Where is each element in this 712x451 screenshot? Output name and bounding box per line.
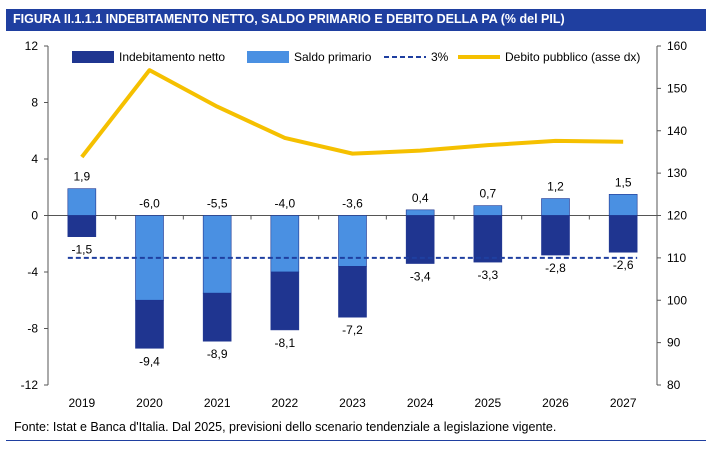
right-tick-label: 120 <box>667 209 687 223</box>
legend-label-3-percent: 3% <box>431 50 449 64</box>
label-indebitamento-netto: -2,8 <box>545 261 566 275</box>
label-saldo-primario: 1,2 <box>547 180 564 194</box>
x-tick-label: 2019 <box>68 396 95 410</box>
label-saldo-primario: -3,6 <box>342 197 363 211</box>
legend-label-debito: Debito pubblico (asse dx) <box>505 50 640 64</box>
x-tick-label: 2026 <box>542 396 569 410</box>
bar-saldo-primario <box>67 188 97 216</box>
label-saldo-primario: 1,5 <box>615 175 632 189</box>
right-tick-label: 160 <box>667 39 687 53</box>
label-saldo-primario: -6,0 <box>139 197 160 211</box>
right-tick-label: 150 <box>667 81 687 95</box>
legend-swatch-indebitamento <box>72 51 114 63</box>
bar-indebitamento-netto <box>202 292 232 342</box>
legend-swatch-saldo <box>247 51 289 63</box>
bar-saldo-primario <box>405 209 435 216</box>
bar-indebitamento-netto <box>135 299 164 349</box>
left-tick-label: 8 <box>31 96 38 110</box>
left-tick-label: -12 <box>21 378 39 392</box>
right-tick-label: 130 <box>667 166 687 180</box>
x-tick-label: 2027 <box>610 396 637 410</box>
x-tick-label: 2020 <box>136 396 163 410</box>
right-tick-label: 90 <box>667 336 681 350</box>
legend-label-indebitamento: Indebitamento netto <box>119 50 225 64</box>
bar-indebitamento-netto <box>338 266 367 318</box>
label-indebitamento-netto: -8,1 <box>274 336 295 350</box>
bar-saldo-primario <box>270 215 300 273</box>
right-tick-label: 110 <box>667 251 686 265</box>
bar-saldo-primario <box>473 205 503 216</box>
x-tick-label: 2022 <box>271 396 298 410</box>
bar-saldo-primario <box>608 194 638 216</box>
right-tick-label: 100 <box>667 293 687 307</box>
x-tick-label: 2025 <box>474 396 501 410</box>
label-saldo-primario: 1,9 <box>73 170 90 184</box>
figure-title-bar: FIGURA II.1.1.1 INDEBITAMENTO NETTO, SAL… <box>6 9 706 31</box>
bar-indebitamento-netto <box>473 215 503 263</box>
bar-saldo-primario <box>202 215 232 294</box>
bar-indebitamento-netto <box>67 215 97 237</box>
label-indebitamento-netto: -9,4 <box>139 354 160 368</box>
x-tick-label: 2023 <box>339 396 366 410</box>
bottom-rule <box>6 440 706 441</box>
label-indebitamento-netto: -8,9 <box>207 347 228 361</box>
label-indebitamento-netto: -1,5 <box>71 243 92 257</box>
right-tick-label: 140 <box>667 124 687 138</box>
left-tick-label: 0 <box>31 209 38 223</box>
right-tick-label: 80 <box>667 378 681 392</box>
label-saldo-primario: 0,7 <box>479 187 496 201</box>
left-tick-label: -4 <box>27 265 38 279</box>
bar-indebitamento-netto <box>541 215 570 256</box>
label-saldo-primario: 0,4 <box>412 191 429 205</box>
bar-indebitamento-netto <box>270 271 300 331</box>
line-debito-pubblico <box>80 68 624 159</box>
left-tick-label: 12 <box>25 39 39 53</box>
bar-indebitamento-netto <box>405 215 435 264</box>
x-tick-label: 2024 <box>407 396 434 410</box>
bar-indebitamento-netto <box>608 215 638 253</box>
label-indebitamento-netto: -2,6 <box>613 258 634 272</box>
label-saldo-primario: -5,5 <box>207 197 228 211</box>
left-tick-label: 4 <box>31 152 38 166</box>
label-indebitamento-netto: -7,2 <box>342 323 363 337</box>
left-tick-label: -8 <box>27 322 38 336</box>
bar-saldo-primario <box>541 198 570 216</box>
source-note: Fonte: Istat e Banca d'Italia. Dal 2025,… <box>14 420 557 434</box>
label-saldo-primario: -4,0 <box>274 197 295 211</box>
label-indebitamento-netto: -3,3 <box>477 268 498 282</box>
x-tick-label: 2021 <box>204 396 231 410</box>
label-indebitamento-netto: -3,4 <box>410 270 431 284</box>
legend-label-saldo: Saldo primario <box>294 50 372 64</box>
figure-title: FIGURA II.1.1.1 INDEBITAMENTO NETTO, SAL… <box>13 12 565 26</box>
